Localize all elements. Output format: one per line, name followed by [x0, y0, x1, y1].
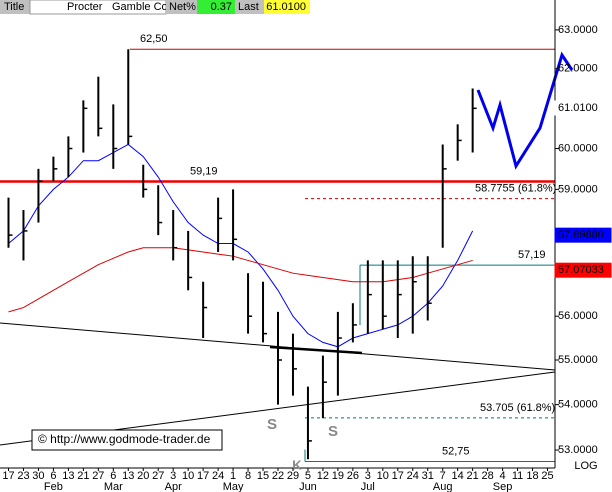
plot: 62,50 59,19 58.7755 (61.8%) 57,19 53.705 (61… [0, 33, 556, 463]
x-tick-label: 15 [257, 470, 269, 482]
scale-label: LOG [574, 460, 597, 472]
level-label: 62,50 [140, 33, 168, 45]
month-label: Jul [361, 481, 375, 492]
y-tick-label: 53.0000 [558, 444, 598, 456]
header-name: Gamble Co [112, 1, 168, 13]
x-tick-label: 4 [500, 470, 506, 482]
price-marker [554, 100, 612, 116]
month-label: Aug [433, 481, 453, 492]
x-tick-label: 6 [110, 470, 116, 482]
x-tick-label: 6 [50, 470, 56, 482]
y-tick-label: 56.0000 [558, 310, 598, 322]
x-tick-label: 23 [17, 470, 29, 482]
x-tick-label: 28 [481, 470, 493, 482]
level-label: 52,75 [442, 445, 470, 457]
header-tab: Title [4, 1, 24, 13]
level-label: 53.705 (61.8%) [480, 402, 555, 414]
x-tick-label: 10 [377, 470, 389, 482]
price-marker-label: 61.0100 [558, 102, 598, 114]
x-tick-label: 24 [407, 470, 419, 482]
header-cell [235, 0, 264, 14]
x-tick-label: 11 [512, 470, 523, 482]
y-tick-label: 62.0000 [558, 63, 598, 75]
y-tick-label: 55.0000 [558, 354, 598, 366]
moving-average [8, 247, 473, 313]
y-tick-label: 63.0000 [558, 24, 598, 36]
x-tick-label: 17 [197, 470, 209, 482]
level-label: 58.7755 (61.8%) [475, 183, 556, 195]
x-tick-label: 5 [305, 470, 311, 482]
annotation: K [292, 457, 302, 472]
price-marker [554, 227, 612, 243]
annotation: S [267, 416, 277, 433]
x-tick-label: 19 [332, 470, 344, 482]
month-label: May [223, 481, 244, 492]
header-cell [166, 0, 197, 14]
copyright: © http://www.godmode-trader.de [38, 432, 211, 446]
x-tick-label: 29 [287, 470, 299, 482]
x-tick-label: 1 [230, 470, 236, 482]
price-marker [554, 262, 612, 278]
y-tick-label: 59.0000 [558, 183, 598, 195]
x-tick-label: 30 [32, 470, 44, 482]
x-tick-label: 27 [92, 470, 104, 482]
x-tick-label: 21 [467, 470, 479, 482]
x-tick-label: 7 [440, 470, 446, 482]
header-cell [197, 0, 235, 14]
level-label: 59,19 [190, 165, 218, 177]
price-marker-label: 57.07033 [558, 264, 604, 276]
y-tick-label: 60.0000 [558, 142, 598, 154]
projection [476, 51, 574, 170]
x-tick-label: 20 [137, 470, 149, 482]
x-tick-label: 14 [452, 470, 464, 482]
header-name: Procter [67, 1, 103, 13]
month-label: Apr [165, 481, 182, 492]
month-label: Mar [104, 481, 123, 492]
x-tick-label: 17 [392, 470, 404, 482]
y-tick-label: 54.0000 [558, 399, 598, 411]
x-tick-label: 13 [62, 470, 74, 482]
x-tick-label: 26 [347, 470, 359, 482]
header-last-label: Last [238, 1, 259, 13]
header-cell [0, 0, 30, 14]
header-net-label: Net% [169, 1, 196, 13]
header-last: 61.0100 [266, 1, 306, 13]
price-marker-label: 57.89880 [558, 229, 604, 241]
x-tick-label: 3 [170, 470, 176, 482]
header-cell [264, 0, 310, 14]
x-tick-label: 17 [2, 470, 14, 482]
x-tick-label: 10 [182, 470, 194, 482]
x-tick-label: 12 [317, 470, 329, 482]
moving-average [8, 143, 474, 348]
x-tick-label: 13 [122, 470, 134, 482]
x-tick-label: 24 [212, 470, 224, 482]
x-tick-label: 18 [526, 470, 538, 482]
x-tick-label: 21 [77, 470, 89, 482]
month-label: Sep [493, 481, 513, 492]
copyright-box [31, 429, 223, 451]
month-label: Feb [44, 481, 63, 492]
month-label: Jun [299, 481, 317, 492]
x-tick-label: 25 [541, 470, 553, 482]
header-net: 0.37 [211, 1, 232, 13]
x-tick-label: 8 [245, 470, 251, 482]
level-label: 57,19 [518, 249, 546, 261]
header: Title Procter Gamble Co Net% 0.37 Last 6… [0, 0, 310, 15]
x-tick-label: 22 [272, 470, 284, 482]
annotation: S [328, 423, 338, 440]
x-tick-label: 31 [422, 470, 434, 482]
neckline [269, 345, 363, 355]
x-tick-label: 3 [365, 470, 371, 482]
x-tick-label: 27 [152, 470, 164, 482]
